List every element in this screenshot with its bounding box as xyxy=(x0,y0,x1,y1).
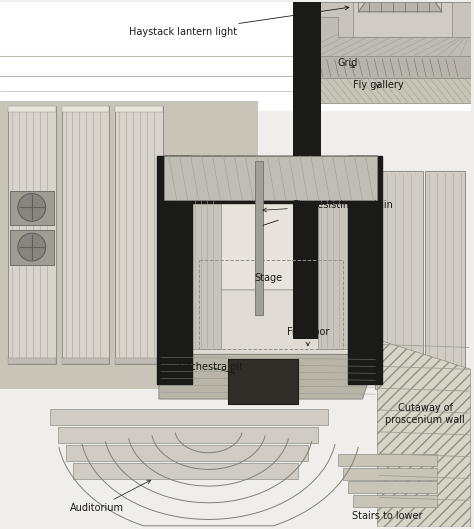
Bar xyxy=(10,190,54,225)
Bar xyxy=(115,106,163,364)
Bar xyxy=(0,101,258,389)
Bar xyxy=(8,358,55,364)
Circle shape xyxy=(18,194,46,221)
Polygon shape xyxy=(164,156,377,200)
Bar xyxy=(164,156,377,204)
Text: Stage: Stage xyxy=(254,273,282,283)
Bar xyxy=(115,358,163,364)
Bar xyxy=(318,176,347,350)
Polygon shape xyxy=(159,354,377,399)
Polygon shape xyxy=(377,340,471,527)
Text: Fly gallery: Fly gallery xyxy=(353,80,403,90)
Text: Auditorium: Auditorium xyxy=(70,480,151,513)
Bar xyxy=(62,106,109,112)
Text: Fire door: Fire door xyxy=(287,327,329,346)
Bar xyxy=(62,106,109,364)
Bar xyxy=(228,359,298,404)
Bar xyxy=(8,106,55,364)
Bar xyxy=(353,495,437,507)
Bar xyxy=(199,260,343,350)
Bar xyxy=(293,57,471,78)
Bar xyxy=(191,156,347,354)
Polygon shape xyxy=(293,2,471,37)
Bar xyxy=(58,427,318,443)
Polygon shape xyxy=(293,2,471,57)
Bar xyxy=(157,156,191,384)
Text: Stairs to lower: Stairs to lower xyxy=(352,511,422,521)
Text: Fire resisting curtain: Fire resisting curtain xyxy=(263,200,393,212)
Bar xyxy=(8,106,55,112)
Bar xyxy=(73,463,298,479)
Bar xyxy=(65,445,308,461)
Bar xyxy=(337,454,437,466)
Text: Cutaway of
proscenium wall: Cutaway of proscenium wall xyxy=(385,403,465,425)
Bar xyxy=(0,2,471,111)
Polygon shape xyxy=(164,156,377,200)
Bar xyxy=(191,176,221,350)
Bar xyxy=(425,171,465,389)
Bar xyxy=(293,2,321,340)
Bar xyxy=(115,106,163,112)
Text: Orchestra pit: Orchestra pit xyxy=(179,362,243,375)
Polygon shape xyxy=(164,290,377,354)
Bar xyxy=(255,161,263,315)
Text: Haystack lantern light: Haystack lantern light xyxy=(129,6,349,37)
Bar xyxy=(293,78,471,103)
Bar xyxy=(343,468,437,479)
Text: Grid: Grid xyxy=(337,58,358,68)
Polygon shape xyxy=(358,2,442,12)
Bar xyxy=(375,171,423,389)
Bar xyxy=(347,156,383,384)
Bar xyxy=(347,481,437,494)
Polygon shape xyxy=(347,0,457,2)
Bar xyxy=(353,2,452,37)
Bar xyxy=(50,409,328,425)
Bar xyxy=(62,358,109,364)
Circle shape xyxy=(18,233,46,261)
Bar xyxy=(10,230,54,265)
